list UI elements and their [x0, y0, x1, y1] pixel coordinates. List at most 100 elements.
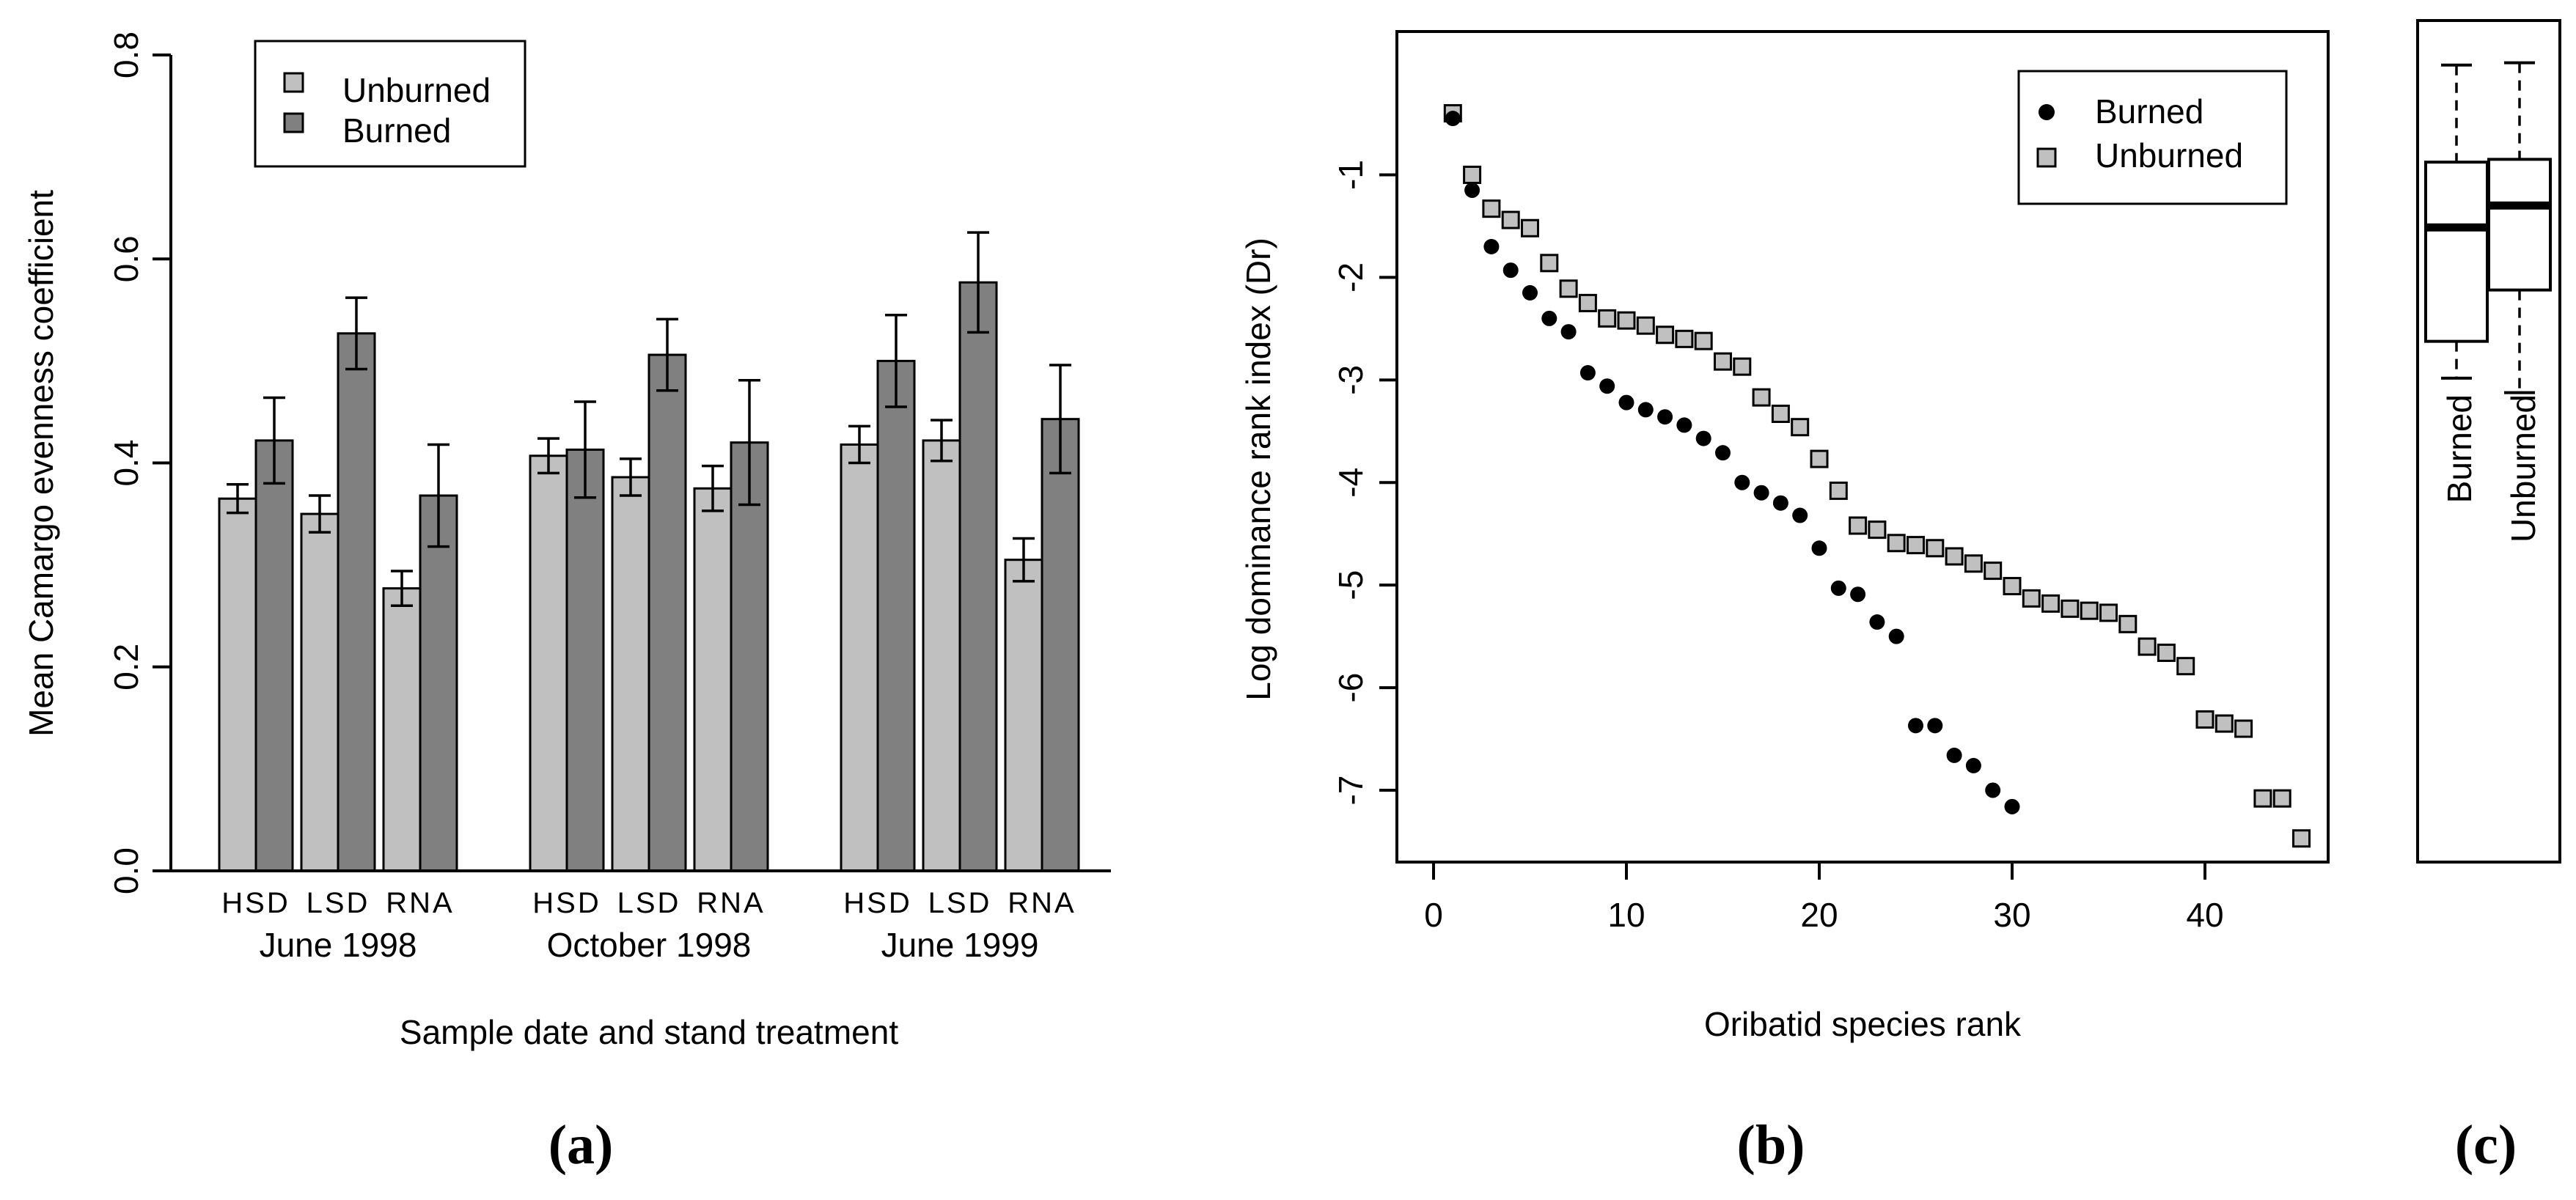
point-unburned — [1578, 293, 1597, 312]
panel-a-group-label: October 1998 — [547, 926, 752, 964]
legend-unburned-label: Unburned — [2095, 136, 2243, 174]
point-burned — [1753, 485, 1769, 501]
point-unburned — [2195, 710, 2214, 729]
point-burned — [1637, 402, 1654, 418]
point-unburned — [1521, 218, 1539, 238]
point-unburned — [2080, 601, 2099, 620]
point-unburned — [2118, 614, 2138, 633]
point-unburned — [2003, 577, 2022, 596]
panel-a-category-label: RNA — [1008, 887, 1076, 919]
panel-b-y-axis-label: Log dominance rank index (Dr) — [1239, 238, 1277, 701]
point-unburned — [1675, 329, 1694, 348]
panel-c-category-label-burned: Burned — [2440, 394, 2478, 503]
point-unburned — [1482, 199, 1501, 218]
panel-a-y-axis-label: Mean Camargo evenness coefficient — [22, 190, 60, 737]
point-unburned — [2292, 829, 2311, 848]
point-burned — [1869, 614, 1885, 630]
panel-b-y-tick-label: -6 — [1332, 673, 1370, 703]
panel-b-y-tick-label: -2 — [1332, 262, 1370, 292]
bar-burned — [337, 332, 376, 872]
panel-a-legend: Unburned Burned — [254, 40, 526, 168]
point-unburned — [1791, 418, 1810, 437]
point-unburned — [1636, 316, 1655, 335]
panel-b-y-tick-label: -7 — [1332, 776, 1370, 806]
point-unburned — [2234, 719, 2253, 738]
point-burned — [1927, 718, 1943, 734]
point-unburned — [2157, 644, 2176, 663]
point-burned — [1850, 586, 1866, 603]
point-unburned — [2099, 603, 2118, 622]
panel-a-category-label: RNA — [697, 887, 765, 919]
legend-unburned-label: Unburned — [342, 71, 491, 109]
box-burned — [2424, 161, 2489, 343]
point-burned — [1695, 430, 1711, 446]
point-burned — [2004, 798, 2020, 814]
point-burned — [1734, 474, 1750, 490]
point-unburned — [1714, 352, 1732, 371]
point-burned — [1560, 324, 1577, 340]
point-unburned — [1964, 554, 1983, 573]
point-burned — [1445, 111, 1461, 127]
point-unburned — [2061, 599, 2080, 618]
panel-b-x-tick-label: 30 — [1993, 896, 2030, 934]
point-unburned — [1771, 405, 1790, 424]
panel-b-legend-box — [2017, 70, 2288, 205]
panel-b-y-tick-label: -1 — [1332, 160, 1370, 190]
point-unburned — [1463, 166, 1482, 184]
panel-b-scatter-plot: 0 10 20 30 40 -1 -2 -3 -4 -5 -6 -7 Log dominance ra… — [1239, 30, 2330, 1176]
panel-b-plot-frame — [1395, 30, 2330, 864]
panel-a-group-label: June 1999 — [881, 926, 1039, 964]
bar-unburned — [1004, 559, 1043, 872]
panel-a-y-tick-label: 0.8 — [107, 32, 145, 78]
bar-unburned — [922, 439, 961, 872]
panel-b-legend: Burned Unburned — [2017, 70, 2288, 205]
panel-c-tag: (c) — [2455, 1114, 2517, 1176]
point-unburned — [1540, 254, 1559, 273]
panel-a-y-tick-label: 0.6 — [107, 235, 145, 282]
bar-unburned — [611, 476, 650, 872]
panel-c-box-plot: Burned Unburned (c) — [2416, 19, 2561, 1176]
bar-unburned — [529, 454, 568, 872]
panel-a-legend-box — [254, 40, 526, 168]
panel-a-category-label: HSD — [532, 887, 601, 919]
panel-b-tag: (b) — [1737, 1114, 1805, 1176]
point-unburned — [2022, 589, 2041, 608]
legend-burned-marker — [2039, 104, 2055, 120]
point-unburned — [1694, 331, 1713, 350]
point-unburned — [1849, 516, 1868, 535]
bar-unburned — [840, 443, 879, 872]
point-burned — [1908, 718, 1923, 734]
panel-b-x-tick-label: 10 — [1607, 896, 1645, 934]
point-burned — [1618, 394, 1634, 411]
point-unburned — [1656, 325, 1675, 345]
point-unburned — [1907, 536, 1925, 555]
bar-unburned — [382, 587, 422, 872]
point-burned — [1676, 417, 1692, 433]
point-unburned — [1945, 547, 1964, 566]
bar-burned — [254, 439, 294, 872]
bar-burned — [565, 448, 605, 872]
panel-a-category-label: RNA — [386, 887, 454, 919]
bar-unburned — [300, 512, 340, 872]
panel-b-y-tick-label: -4 — [1332, 468, 1370, 498]
panel-a-tag: (a) — [548, 1114, 614, 1176]
panel-b-y-tick-label: -5 — [1332, 570, 1370, 600]
bar-burned — [876, 359, 916, 872]
panel-a-y-tick-label: 0.0 — [107, 847, 145, 894]
point-burned — [1502, 262, 1519, 279]
point-burned — [1888, 628, 1904, 644]
point-unburned — [2138, 637, 2157, 656]
point-unburned — [1829, 481, 1848, 500]
legend-burned-swatch — [283, 112, 304, 133]
panel-b-y-tick-label: -3 — [1332, 365, 1370, 395]
panel-c-plot-frame — [2416, 19, 2561, 864]
point-unburned — [1617, 311, 1636, 330]
point-burned — [1792, 507, 1808, 523]
point-burned — [1830, 580, 1846, 596]
point-unburned — [1501, 210, 1520, 229]
point-unburned — [2253, 789, 2272, 808]
point-burned — [1946, 747, 1962, 763]
point-burned — [1522, 284, 1538, 301]
point-burned — [1715, 445, 1731, 461]
point-burned — [1811, 540, 1827, 556]
